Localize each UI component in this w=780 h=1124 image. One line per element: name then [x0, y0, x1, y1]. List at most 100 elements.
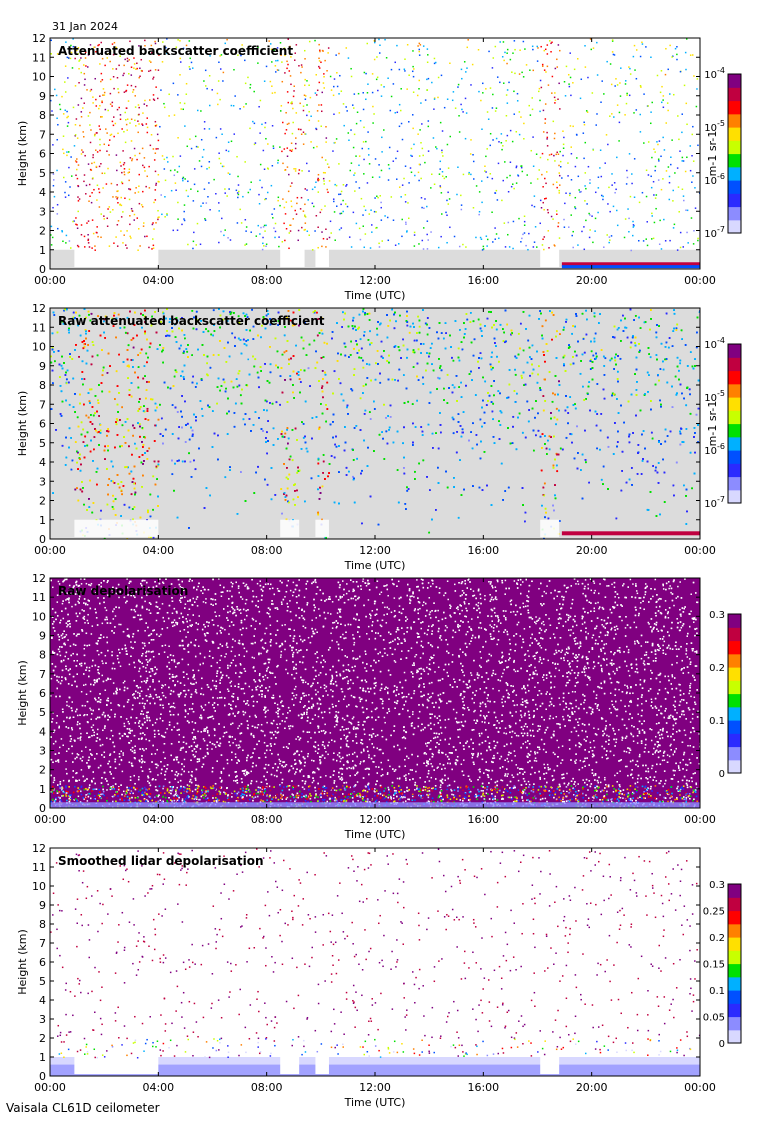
colorbar-unit-label: m-1 sr-1 — [706, 131, 719, 177]
y-tick-label: 3 — [39, 1013, 46, 1026]
y-tick-label: 6 — [39, 148, 46, 161]
y-axis-label: Height (km) — [16, 929, 29, 995]
x-tick-label: 12:00 — [359, 1081, 391, 1094]
x-tick-label: 20:00 — [576, 544, 608, 557]
colorbar-tick-label: 0 — [719, 1039, 725, 1050]
instrument-label: Vaisala CL61D ceilometer — [6, 1101, 160, 1115]
y-tick-label: 10 — [32, 71, 46, 84]
y-tick-label: 2 — [39, 764, 46, 777]
y-tick-label: 2 — [39, 495, 46, 508]
x-axis-label: Time (UTC) — [344, 1096, 406, 1109]
x-tick-label: 04:00 — [142, 544, 174, 557]
precip-gap — [540, 520, 559, 537]
colorbar-tick-label: 0.05 — [703, 1013, 725, 1024]
x-tick-label: 16:00 — [467, 544, 499, 557]
y-tick-label: 4 — [39, 725, 46, 738]
y-tick-label: 10 — [32, 880, 46, 893]
x-tick-label: 04:00 — [142, 274, 174, 287]
precip-gap — [315, 1055, 329, 1074]
y-tick-label: 5 — [39, 437, 46, 450]
y-tick-label: 5 — [39, 167, 46, 180]
y-tick-label: 11 — [32, 861, 46, 874]
colorbar-unit-label: m-1 sr-1 — [706, 401, 719, 447]
x-axis-label: Time (UTC) — [344, 828, 406, 841]
x-tick-label: 04:00 — [142, 1081, 174, 1094]
colorbar-tick-label: 0.3 — [709, 610, 725, 621]
x-tick-label: 00:00 — [34, 813, 66, 826]
y-tick-label: 8 — [39, 918, 46, 931]
precip-gap — [280, 246, 304, 267]
panel-title: Attenuated backscatter coefficient — [58, 44, 293, 58]
y-tick-label: 2 — [39, 1032, 46, 1045]
x-tick-label: 20:00 — [576, 274, 608, 287]
colorbar-tick-label: 0.3 — [709, 880, 725, 891]
panel-title: Raw attenuated backscatter coefficient — [58, 314, 325, 328]
colorbar-tick-label: 0.1 — [709, 716, 725, 727]
cloud-base-layer — [562, 531, 700, 535]
precip-gap — [280, 1055, 299, 1074]
y-tick-label: 9 — [39, 90, 46, 103]
colorbar-tick-label: 10-4 — [704, 66, 725, 81]
x-tick-label: 00:00 — [684, 274, 716, 287]
y-tick-label: 11 — [32, 321, 46, 334]
colorbar-tick-label: 10-4 — [704, 336, 725, 351]
colorbar-tick-label: 0.2 — [709, 933, 725, 944]
x-tick-label: 12:00 — [359, 544, 391, 557]
y-tick-label: 8 — [39, 649, 46, 662]
precip-gap — [74, 520, 158, 537]
precip-gap — [315, 520, 329, 537]
plot-area-1 — [50, 38, 701, 269]
y-axis-label: Height (km) — [16, 121, 29, 187]
y-tick-label: 7 — [39, 398, 46, 411]
x-tick-label: 00:00 — [684, 544, 716, 557]
y-tick-label: 11 — [32, 591, 46, 604]
y-tick-label: 7 — [39, 937, 46, 950]
colorbar-tick-label: 0.15 — [703, 960, 725, 971]
y-tick-label: 11 — [32, 51, 46, 64]
plot-area-2 — [50, 308, 702, 541]
y-tick-label: 9 — [39, 630, 46, 643]
panel-title: Smoothed lidar depolarisation — [58, 854, 264, 868]
y-tick-label: 9 — [39, 899, 46, 912]
y-tick-label: 12 — [32, 32, 46, 45]
plot-area-4 — [50, 848, 701, 1076]
x-axis-label: Time (UTC) — [344, 559, 406, 572]
y-tick-label: 3 — [39, 745, 46, 758]
y-tick-label: 6 — [39, 687, 46, 700]
y-tick-label: 8 — [39, 379, 46, 392]
x-tick-label: 08:00 — [251, 813, 283, 826]
y-tick-label: 1 — [39, 1051, 46, 1064]
precip-gap — [540, 246, 559, 267]
y-tick-label: 10 — [32, 341, 46, 354]
precip-gap — [280, 520, 299, 537]
x-tick-label: 00:00 — [34, 1081, 66, 1094]
precip-gap — [315, 246, 329, 267]
colorbar-tick-label: 0 — [719, 769, 725, 780]
y-axis-label: Height (km) — [16, 660, 29, 726]
y-tick-label: 12 — [32, 302, 46, 315]
y-tick-label: 1 — [39, 244, 46, 257]
y-tick-label: 5 — [39, 975, 46, 988]
x-tick-label: 16:00 — [467, 274, 499, 287]
y-tick-label: 4 — [39, 994, 46, 1007]
colorbar-tick-label: 0.2 — [709, 663, 725, 674]
y-tick-label: 9 — [39, 360, 46, 373]
x-tick-label: 00:00 — [34, 274, 66, 287]
colorbar-tick-label: 0.1 — [709, 986, 725, 997]
y-tick-label: 5 — [39, 706, 46, 719]
plot-area-3 — [50, 578, 701, 810]
x-tick-label: 00:00 — [34, 544, 66, 557]
y-axis-label: Height (km) — [16, 391, 29, 457]
y-tick-label: 10 — [32, 610, 46, 623]
noise-background — [50, 308, 700, 539]
x-axis-label: Time (UTC) — [344, 289, 406, 302]
y-tick-label: 12 — [32, 842, 46, 855]
x-tick-label: 20:00 — [576, 1081, 608, 1094]
x-tick-label: 00:00 — [684, 1081, 716, 1094]
y-tick-label: 4 — [39, 456, 46, 469]
x-tick-label: 16:00 — [467, 1081, 499, 1094]
